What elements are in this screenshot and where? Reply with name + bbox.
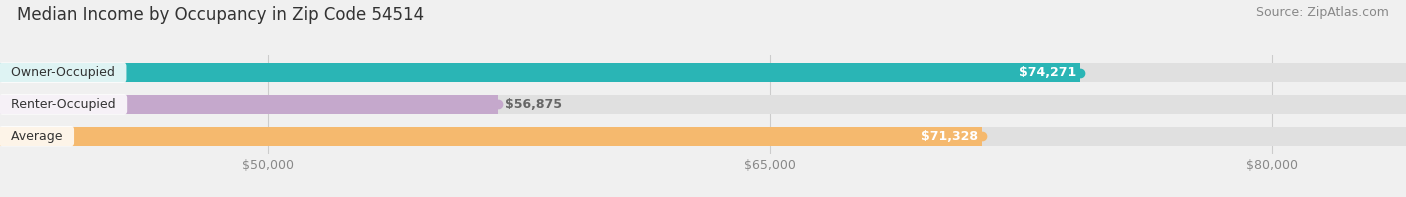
- Bar: [0, 127, 1406, 146]
- Text: Renter-Occupied: Renter-Occupied: [3, 98, 124, 111]
- Text: $74,271: $74,271: [1019, 66, 1076, 79]
- Bar: [0, 63, 1406, 82]
- Text: Source: ZipAtlas.com: Source: ZipAtlas.com: [1256, 6, 1389, 19]
- Text: Median Income by Occupancy in Zip Code 54514: Median Income by Occupancy in Zip Code 5…: [17, 6, 425, 24]
- Text: Average: Average: [3, 130, 70, 143]
- Text: Owner-Occupied: Owner-Occupied: [3, 66, 122, 79]
- Bar: [0, 95, 1406, 114]
- Bar: [0, 127, 981, 146]
- Bar: [0, 63, 1080, 82]
- Text: $56,875: $56,875: [505, 98, 562, 111]
- Text: $71,328: $71,328: [921, 130, 977, 143]
- Bar: [0, 95, 498, 114]
